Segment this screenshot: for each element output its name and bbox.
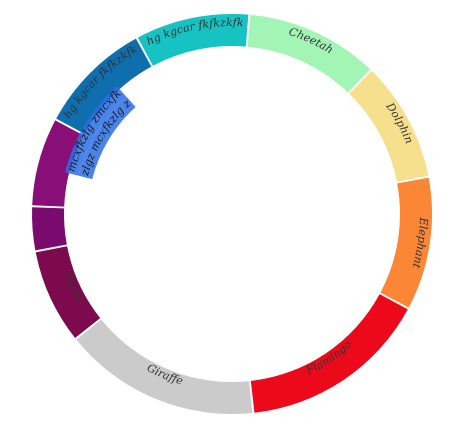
donut-segment-unlabeled-7 [32, 120, 84, 207]
donut-segment-unlabeled-6 [31, 207, 67, 251]
donut-segment-dolphin [349, 70, 429, 182]
donut-segment-giraffe [76, 319, 253, 414]
donut-segment-fkfkzkfkzgzhg-kgcar-fkfkzkfkzgzhg-kgcr [137, 14, 249, 66]
label-highlight [78, 96, 136, 180]
donut-segment-flamingo [250, 294, 408, 413]
donut-segment-other [35, 246, 101, 338]
donut-segments [31, 14, 432, 414]
donut-segment-fkfkzkfkzgzhg-kgcar-fkfkzkfkzgzhg-kgcr [56, 38, 152, 134]
donut-segment-elephant [380, 177, 432, 308]
donut-segment-cheetah [247, 14, 371, 93]
label-highlight [65, 86, 127, 176]
